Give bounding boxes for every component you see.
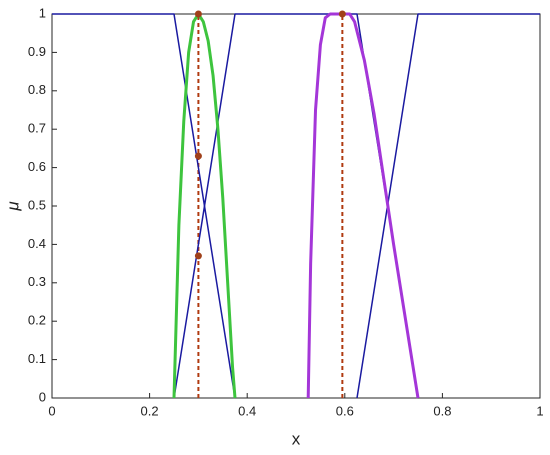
x-tick-label: 0 <box>48 403 55 418</box>
y-tick-label: 0.3 <box>28 274 46 289</box>
x-tick-label: 0.4 <box>238 403 256 418</box>
y-tick-label: 0.7 <box>28 121 46 136</box>
y-tick-label: 0.6 <box>28 159 46 174</box>
point <box>194 10 202 18</box>
series-line <box>52 13 236 399</box>
y-tick-label: 0 <box>39 389 46 404</box>
series-line <box>356 13 540 399</box>
series-line <box>172 12 237 399</box>
point <box>194 252 202 260</box>
y-tick-label: 0.5 <box>28 197 46 212</box>
x-tick-label: 0.8 <box>433 403 451 418</box>
x-axis-label: x <box>292 429 301 448</box>
y-tick-label: 0.9 <box>28 44 46 59</box>
x-tick-label: 1 <box>536 403 543 418</box>
point <box>338 10 346 18</box>
x-tick-label: 0.6 <box>336 403 354 418</box>
y-tick-label: 0.2 <box>28 313 46 328</box>
y-axis-label: μ <box>3 201 22 212</box>
y-tick-label: 1 <box>39 5 46 20</box>
x-tick-label: 0.2 <box>141 403 159 418</box>
y-tick-label: 0.1 <box>28 351 46 366</box>
plot-area <box>51 13 541 399</box>
y-tick-label: 0.8 <box>28 82 46 97</box>
series-line <box>306 12 420 399</box>
point <box>194 152 202 160</box>
y-tick-label: 0.4 <box>28 236 46 251</box>
